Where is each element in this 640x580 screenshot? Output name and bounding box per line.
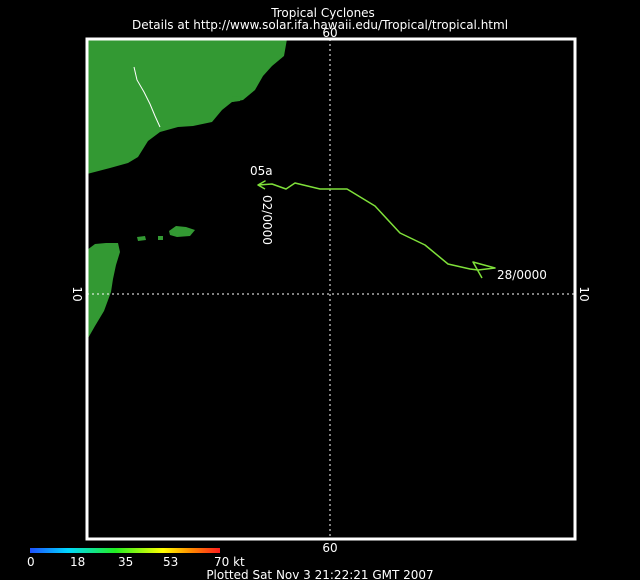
wind-speed-colorbar bbox=[30, 548, 220, 553]
lon-label-bottom: 60 bbox=[322, 541, 337, 555]
storm-name-label: 05a bbox=[250, 164, 273, 178]
storm-track-05a bbox=[257, 180, 496, 279]
legend-tick-18: 18 bbox=[70, 555, 85, 569]
legend-tick-0: 0 bbox=[27, 555, 35, 569]
land-islet bbox=[158, 236, 163, 240]
storm-start-time-label: 28/0000 bbox=[497, 268, 547, 282]
details-link[interactable]: Details at http://www.solar.ifa.hawaii.e… bbox=[132, 18, 508, 32]
land-socotra bbox=[169, 226, 195, 237]
plotted-timestamp: Plotted Sat Nov 3 21:22:21 GMT 2007 bbox=[206, 568, 433, 580]
map-frame bbox=[85, 37, 577, 541]
land-horn-of-africa bbox=[87, 243, 120, 340]
border-line bbox=[133, 66, 161, 128]
lat-label-left: 10 bbox=[70, 286, 84, 301]
land-layer bbox=[87, 39, 287, 340]
land-coast-fragment bbox=[232, 96, 241, 102]
legend-tick-35: 35 bbox=[118, 555, 133, 569]
land-arabian-peninsula bbox=[87, 39, 287, 174]
lon-label-top: 60 bbox=[322, 26, 337, 40]
legend-tick-70-kt: 70 kt bbox=[214, 555, 245, 569]
land-islet bbox=[137, 236, 146, 241]
storm-end-time-label: 02/0000 bbox=[260, 195, 274, 245]
map-title: Tropical Cyclones bbox=[270, 6, 375, 20]
legend-tick-53: 53 bbox=[163, 555, 178, 569]
lat-label-right: 10 bbox=[577, 286, 591, 301]
